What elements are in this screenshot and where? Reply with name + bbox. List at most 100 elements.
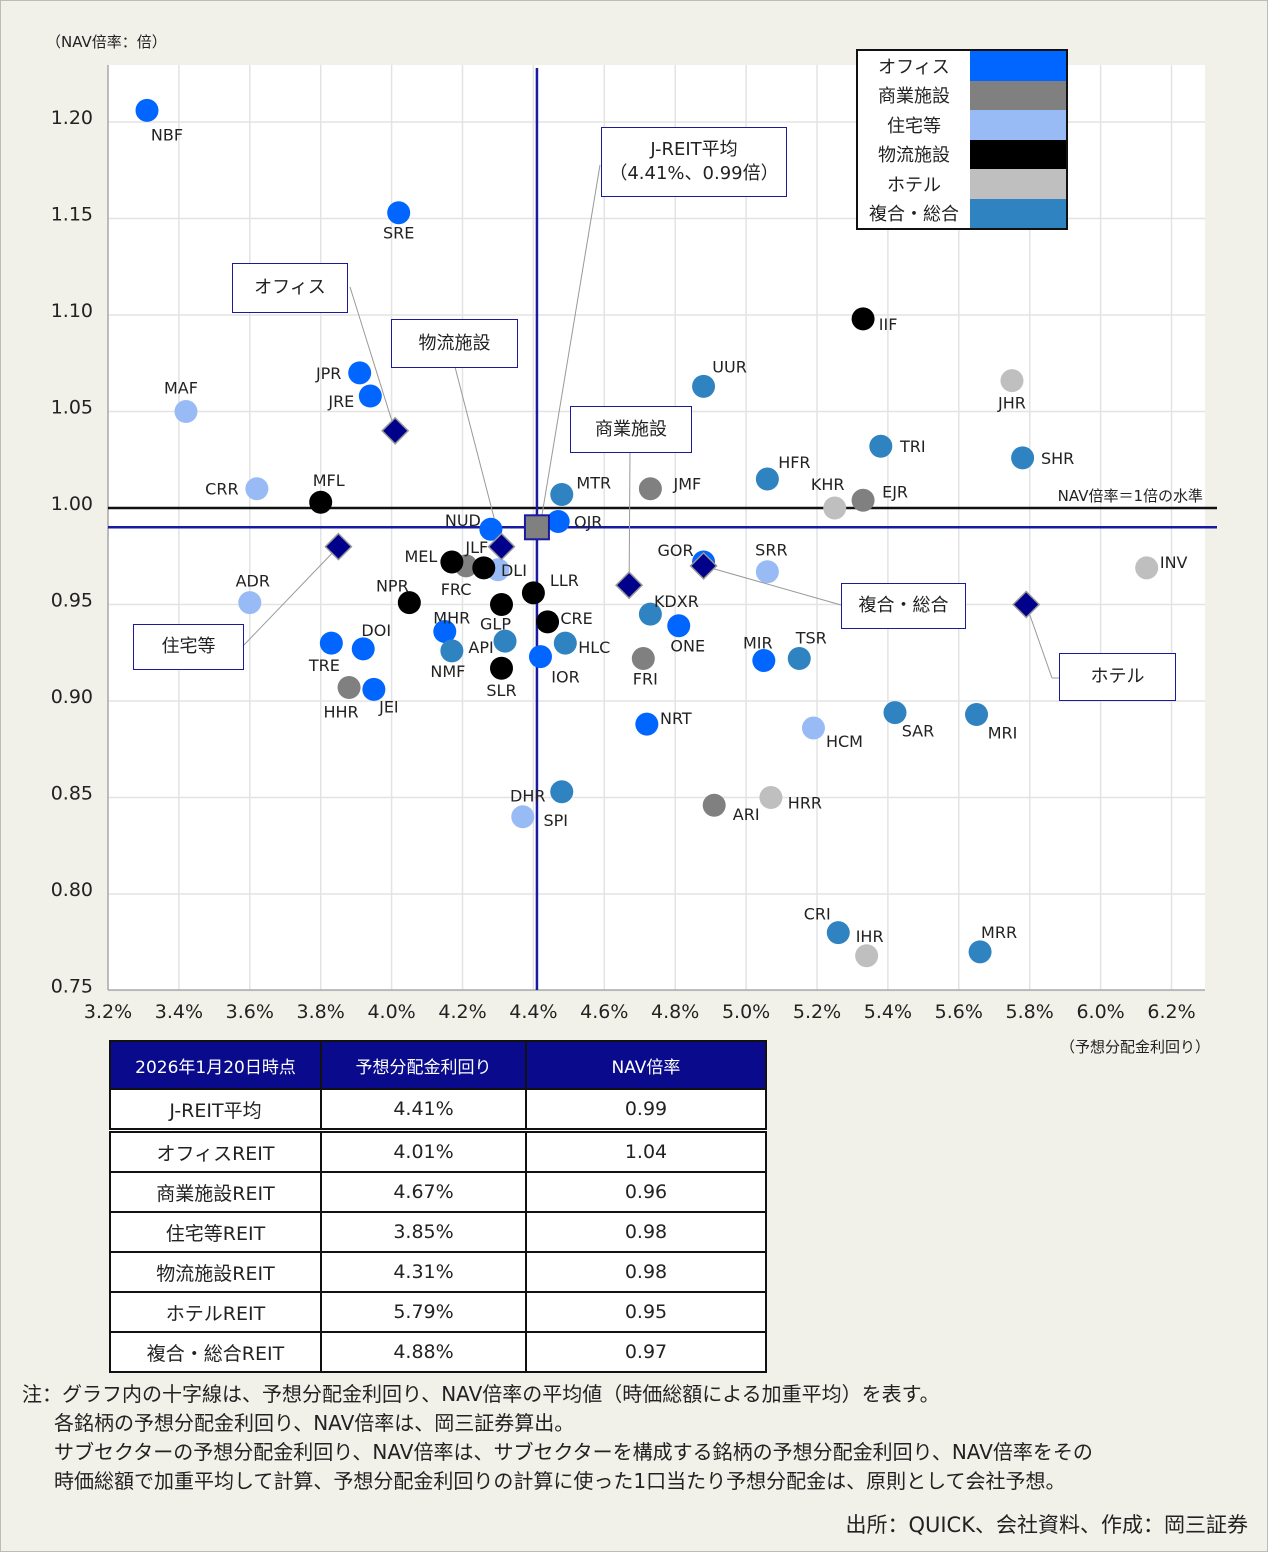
data-label-tsr: TSR [795, 629, 827, 648]
data-point-sar [883, 701, 907, 725]
y-axis-unit-label: （NAV倍率：倍） [46, 33, 167, 51]
data-label-jre: JRE [327, 392, 354, 411]
data-label-nbf: NBF [151, 125, 183, 144]
legend-item: 物流施設 [858, 139, 1066, 169]
table-cell: 0.97 [525, 1331, 767, 1373]
data-label-crr: CRR [205, 480, 238, 499]
data-point-ior [528, 645, 552, 669]
data-label-jpr: JPR [315, 364, 341, 383]
legend-item: 複合・総合 [858, 198, 1066, 228]
note-line: 注：グラフ内の十字線は、予想分配金利回り、NAV倍率の平均値（時価総額による加重… [22, 1382, 940, 1406]
data-label-ihr: IHR [856, 927, 884, 946]
y-tick-label: 0.85 [51, 783, 93, 805]
legend-label: 住宅等 [887, 115, 941, 137]
table-cell: 4.41% [320, 1088, 527, 1133]
legend: オフィス商業施設住宅等 物流施設ホテル 複合・総合 [856, 49, 1068, 230]
data-label-sar: SAR [902, 722, 935, 741]
legend-label: ホテル [887, 174, 941, 196]
jreit-average-marker [523, 514, 550, 541]
table-cell: 複合・総合REIT [109, 1331, 322, 1373]
legend-item: 商業施設 [858, 80, 1066, 110]
data-label-mfl: MFL [313, 471, 345, 490]
data-label-hrr: HRR [788, 794, 822, 813]
data-point-uur [692, 374, 716, 398]
data-label-cre: CRE [560, 609, 592, 628]
data-point-adr [238, 591, 262, 615]
table-row: J-REIT平均 4.41% 0.99 [109, 1088, 767, 1133]
data-point-tri [869, 434, 893, 458]
data-label-mrr: MRR [981, 923, 1017, 942]
data-point-hlc [553, 631, 577, 655]
callout-office: オフィス [232, 263, 348, 313]
sector-average-diamond [487, 532, 516, 561]
data-point-mrr [968, 940, 992, 964]
legend-swatch [970, 139, 1066, 169]
data-label-khr: KHR [811, 475, 845, 494]
table-header-nav: NAV倍率 [525, 1040, 767, 1090]
table-cell: 4.88% [320, 1331, 527, 1373]
table-cell: 商業施設REIT [109, 1171, 322, 1213]
table-cell: 4.31% [320, 1251, 527, 1293]
callout-jreit-average-values: （4.41%、0.99倍） [609, 163, 779, 184]
data-label-slr: SLR [486, 681, 516, 700]
data-label-ior: IOR [551, 668, 579, 687]
data-point-ejr [851, 488, 875, 512]
x-tick-label: 5.6% [935, 1001, 983, 1023]
data-label-tri: TRI [899, 437, 926, 456]
data-point-khr [823, 496, 847, 520]
table-cell: 0.99 [525, 1088, 767, 1133]
data-point-mel [440, 550, 464, 574]
legend-swatch [970, 169, 1066, 199]
data-point-ari [702, 793, 726, 817]
data-label-cri: CRI [804, 905, 831, 924]
table-cell: 3.85% [320, 1211, 527, 1253]
data-label-glp: GLP [480, 615, 511, 634]
data-point-mir [752, 648, 776, 672]
data-points [135, 98, 1159, 968]
y-tick-label: 1.20 [51, 107, 93, 129]
note-line: 時価総額で加重平均して計算、予想分配金利回りの計算に使った1口当たり予想分配金は… [54, 1469, 1066, 1493]
callout-logistics: 物流施設 [391, 319, 518, 368]
data-point-one [667, 614, 691, 638]
sector-average-diamond [324, 532, 353, 561]
note-line: サブセクターの予想分配金利回り、NAV倍率は、サブセクターを構成する銘柄の予想分… [54, 1440, 1093, 1464]
legend-swatch [970, 80, 1066, 110]
table-cell: ホテルREIT [109, 1291, 322, 1333]
data-point-nud [479, 517, 503, 541]
table-row: 住宅等REIT 3.85% 0.98 [109, 1211, 767, 1253]
scatter-chart: 3.2% 3.4% 3.6% 3.8% 4.0% 4.2% 4.4% 4.6% 4.8% 5.0%… [51, 65, 1217, 1023]
data-point-iif [851, 307, 875, 331]
x-tick-label: 6.2% [1147, 1001, 1195, 1023]
callout-commercial: 商業施設 [570, 406, 692, 453]
table-cell: 住宅等REIT [109, 1211, 322, 1253]
x-axis-unit-label: （予想分配金利回り） [1060, 1038, 1211, 1056]
note-line: 各銘柄の予想分配金利回り、NAV倍率は、岡三証券算出。 [54, 1411, 575, 1435]
legend-label: オフィス [878, 56, 950, 78]
x-tick-label: 5.8% [1006, 1001, 1054, 1023]
y-tick-label: 0.95 [51, 590, 93, 612]
table-cell: 1.04 [525, 1129, 767, 1173]
table-cell: 0.98 [525, 1251, 767, 1293]
data-point-mri [965, 703, 989, 727]
data-label-fri: FRI [633, 670, 658, 689]
legend-item: 住宅等 [858, 110, 1066, 140]
data-label-api: API [468, 638, 493, 657]
callout-leader-line [703, 565, 842, 606]
callout-leader-line [454, 366, 502, 547]
table-cell: J-REIT平均 [109, 1088, 322, 1133]
data-label-jlf: JLF [464, 538, 488, 557]
table-cell: オフィスREIT [109, 1129, 322, 1173]
legend-label: 商業施設 [878, 86, 950, 108]
data-point-jre [358, 384, 382, 408]
y-tick-label: 1.00 [51, 493, 93, 515]
data-point-nmf [440, 639, 464, 663]
data-label-ari: ARI [733, 805, 760, 824]
callout-leader-line [1025, 604, 1053, 679]
data-point-nbf [135, 98, 159, 122]
data-point-cri [826, 921, 850, 945]
data-point-cre [536, 610, 560, 634]
legend-item: オフィス [858, 51, 1066, 81]
x-tick-label: 6.0% [1076, 1001, 1124, 1023]
data-label-ejr: EJR [882, 482, 908, 501]
table-row: 複合・総合REIT 4.88% 0.97 [109, 1331, 767, 1373]
